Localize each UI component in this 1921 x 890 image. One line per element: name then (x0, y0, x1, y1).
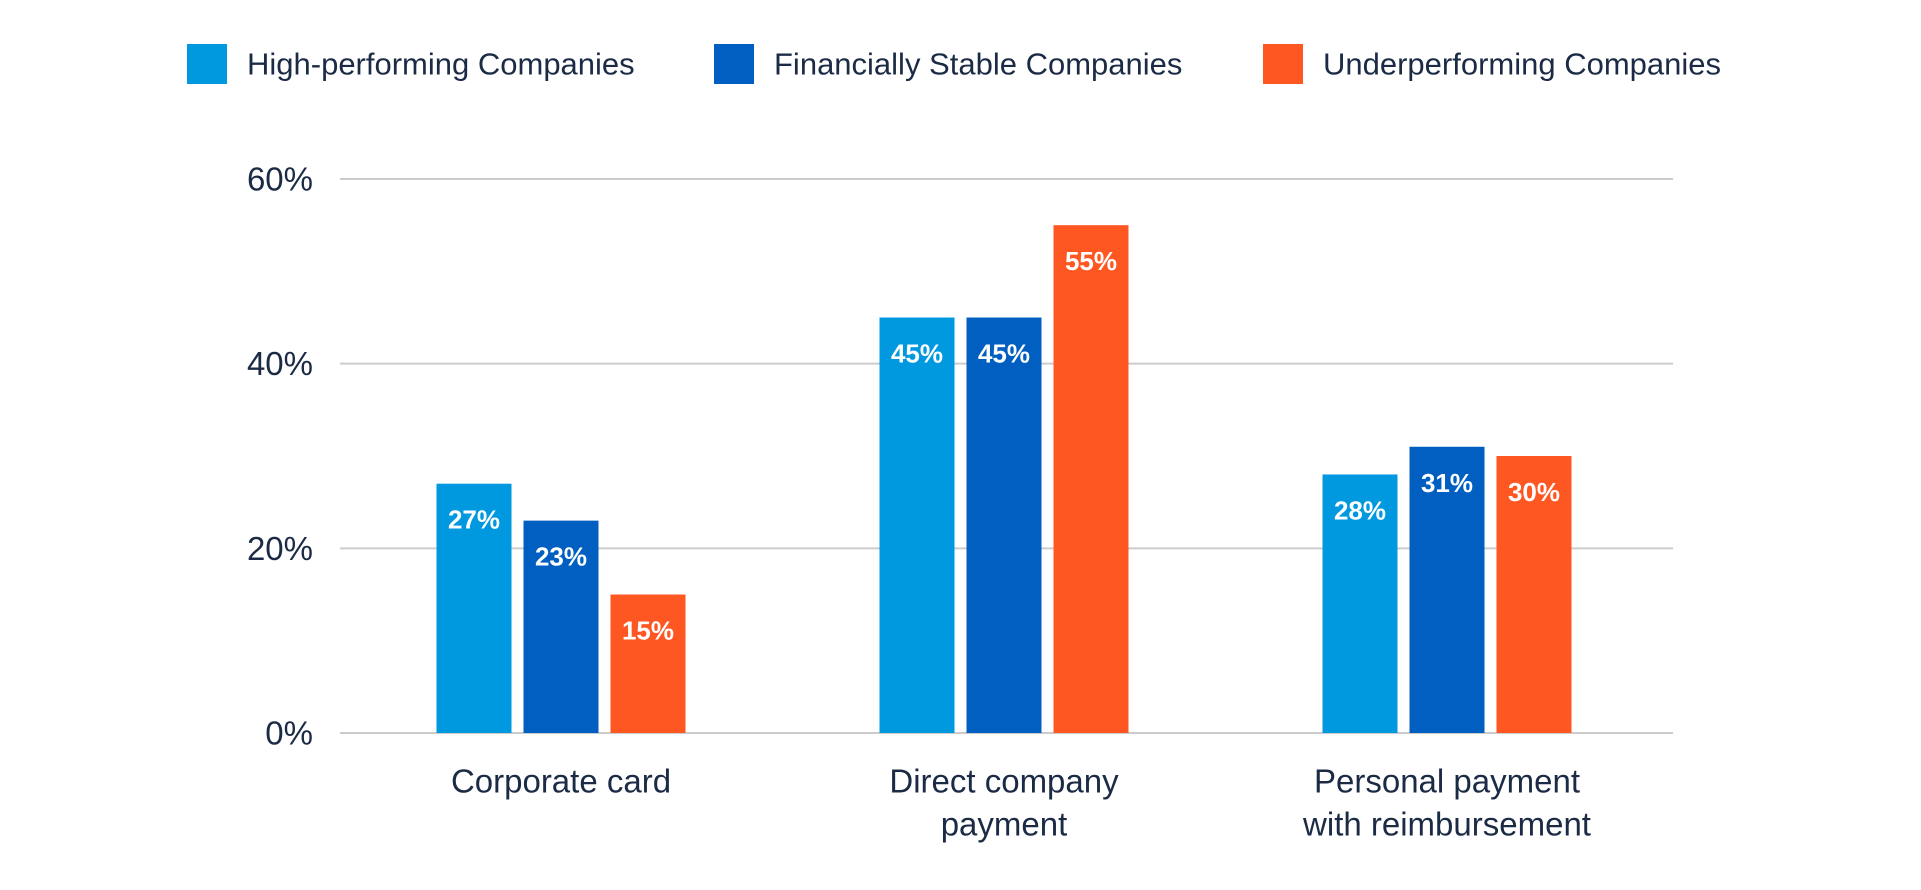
bar-s2-c2 (966, 317, 1042, 733)
y-axis-ticks: 0% 20% 40% 60% (247, 161, 313, 752)
bar-label-s3-c3: 30% (1508, 477, 1560, 507)
bar-label-s1-c2: 45% (891, 339, 943, 369)
x-axis-categories: Corporate card Direct company payment Perso… (451, 763, 1591, 843)
bar-label-s1-c1: 27% (448, 505, 500, 535)
bar-s3-c1 (610, 594, 686, 733)
bar-s3-c2 (1053, 225, 1129, 733)
y-tick-label-20: 20% (247, 530, 313, 567)
category-label-1-line-1: Corporate card (451, 763, 671, 800)
bar-label-s3-c1: 15% (622, 616, 674, 646)
legend-swatch-3 (1263, 44, 1303, 84)
legend-label-3: Underperforming Companies (1323, 47, 1721, 82)
legend: High-performing Companies Financially Sta… (187, 44, 1721, 84)
legend-swatch-1 (187, 44, 227, 84)
category-label-2-line-2: payment (941, 806, 1068, 843)
bar-s1-c3 (1322, 474, 1398, 733)
bar-label-s2-c3: 31% (1421, 468, 1473, 498)
bars (436, 225, 1572, 733)
bar-s3-c3 (1496, 456, 1572, 733)
bar-s2-c3 (1409, 446, 1485, 733)
bar-s1-c1 (436, 483, 512, 733)
bar-s1-c2 (879, 317, 955, 733)
category-label-2-line-1: Direct company (889, 763, 1119, 800)
category-label-3-line-2: with reimbursement (1302, 806, 1591, 843)
legend-label-2: Financially Stable Companies (774, 47, 1182, 82)
y-tick-label-60: 60% (247, 161, 313, 198)
bar-s2-c1 (523, 520, 599, 733)
y-tick-label-40: 40% (247, 345, 313, 382)
y-tick-label-0: 0% (265, 715, 313, 752)
legend-label-1: High-performing Companies (247, 47, 635, 82)
bar-label-s1-c3: 28% (1334, 495, 1386, 525)
bar-labels: 27% 45% 28% 23% 45% 31% 15% 55% 30% (448, 246, 1560, 645)
legend-swatch-2 (714, 44, 754, 84)
category-label-3-line-1: Personal payment (1314, 763, 1580, 800)
bar-label-s2-c2: 45% (978, 339, 1030, 369)
bar-label-s2-c1: 23% (535, 542, 587, 572)
bar-label-s3-c2: 55% (1065, 246, 1117, 276)
